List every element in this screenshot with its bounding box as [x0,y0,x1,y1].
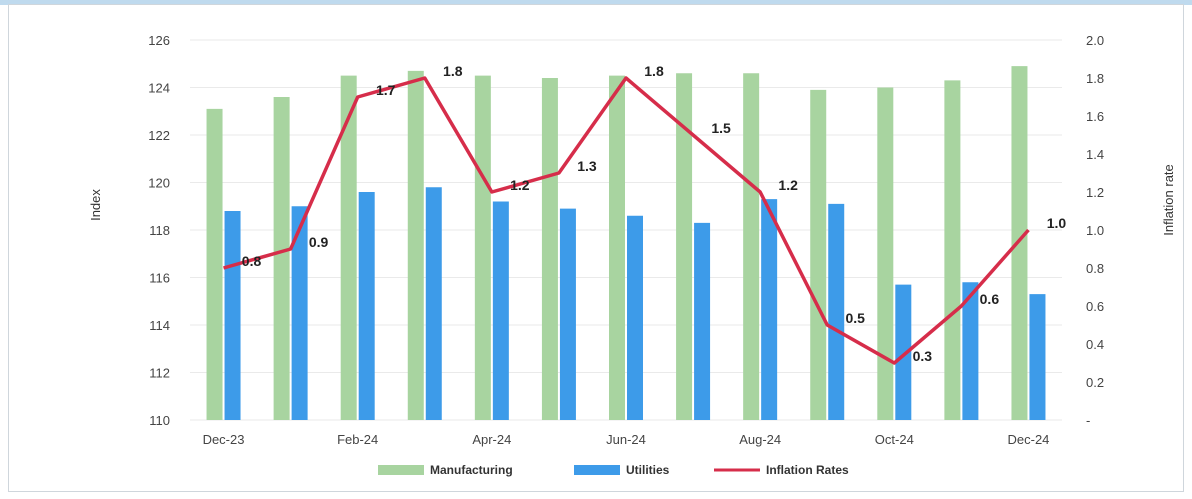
utilities-bar [761,199,778,420]
x-tick-label: Oct-24 [875,432,914,447]
inflation-data-label: 1.3 [577,158,597,174]
inflation-data-label: 1.8 [644,63,664,79]
y-tick-label: 116 [149,271,170,286]
manufacturing-bar [206,108,223,420]
utilities-bar [962,282,979,420]
y2-axis-title: Inflation rate [1161,164,1176,236]
line-series [223,76,1030,365]
x-tick-label: Apr-24 [472,432,511,447]
x-axis-ticks: Dec-23 Feb-24 Apr-24 Jun-24 Aug-24 Oct-24 Dec-… [203,432,1050,447]
y2-tick-label: 1.0 [1086,223,1104,238]
utilities-bar [895,284,912,420]
utilities-bar [358,192,375,420]
y2-tick-label: 1.2 [1086,185,1104,200]
utilities-bar [224,211,241,420]
utilities-bar [828,203,845,420]
manufacturing-bar [877,87,894,420]
utilities-bar [559,208,576,420]
utilities-bar [627,215,643,420]
y-tick-label: 114 [149,318,170,333]
manufacturing-legend-swatch [378,465,424,475]
x-tick-label: Feb-24 [337,432,378,447]
x-tick-label: Dec-23 [203,432,245,447]
manufacturing-bar [541,78,558,420]
manufacturing-bar [407,70,424,420]
y2-tick-label: 2.0 [1086,33,1104,48]
manufacturing-legend-label: Manufacturing [430,463,513,477]
y-tick-label: 118 [149,223,170,238]
y2-tick-label: 0.4 [1086,337,1104,352]
legend: Manufacturing Utilities Inflation Rates [378,463,849,477]
inflation-data-label: 0.9 [309,234,329,250]
inflation-rates-legend-label: Inflation Rates [766,463,849,477]
gridlines [190,39,1062,421]
utilities-bar [1029,294,1046,420]
inflation-data-label: 0.3 [913,348,933,364]
manufacturing-bar [340,75,357,420]
manufacturing-bar [810,89,827,420]
utilities-legend-swatch [574,465,620,475]
inflation-data-label: 1.7 [376,82,396,98]
top-strip [0,0,1192,5]
x-tick-label: Dec-24 [1008,432,1050,447]
x-tick-label: Aug-24 [739,432,781,447]
inflation-data-label: 0.8 [242,253,262,269]
y-tick-label: 110 [149,413,170,428]
y-tick-label: 122 [148,128,170,143]
bar-series [206,66,1046,420]
inflation-data-label: 1.0 [1047,215,1067,231]
utilities-bar [694,222,711,420]
manufacturing-bar [1011,66,1028,420]
y2-tick-label: 1.6 [1086,109,1104,124]
y2-tick-label: 0.8 [1086,261,1104,276]
y2-tick-label: - [1086,413,1090,428]
y-tick-label: 124 [148,81,170,96]
manufacturing-bar [609,75,625,420]
y-axis-title: Index [88,189,103,221]
inflation-data-label: 1.2 [778,177,798,193]
inflation-data-label: 1.8 [443,63,463,79]
manufacturing-bar [743,73,760,420]
y2-tick-label: 0.6 [1086,299,1104,314]
utilities-bar [291,206,308,420]
inflation-data-label: 1.2 [510,177,530,193]
inflation-data-label: 0.5 [845,310,865,326]
manufacturing-bar [944,80,961,420]
y2-tick-label: 1.8 [1086,71,1104,86]
inflation-data-label: 1.5 [711,120,731,136]
y-tick-label: 112 [149,366,170,381]
manufacturing-bar [676,73,693,420]
y-tick-label: 120 [148,176,170,191]
manufacturing-bar [273,97,290,420]
utilities-legend-label: Utilities [626,463,670,477]
utilities-bar [425,187,442,420]
y2-tick-label: 1.4 [1086,147,1104,162]
y2-tick-label: 0.2 [1086,375,1104,390]
x-tick-label: Jun-24 [606,432,646,447]
inflation-rates-line [223,76,1030,365]
utilities-bar [492,201,509,420]
chart-frame [8,4,1184,492]
data-labels: 0.8 0.9 1.7 1.8 1.2 1.3 1.8 1.5 1.2 0.5 0.3 0.6 1.0 [242,63,1067,364]
right-axis-ticks: - 0.2 0.4 0.6 0.8 1.0 1.2 1.4 1.6 1.8 2.0 [1086,33,1104,428]
y-tick-label: 126 [148,33,170,48]
left-axis-ticks: 110 112 114 116 118 120 122 124 126 [148,33,170,428]
inflation-data-label: 0.6 [980,291,1000,307]
manufacturing-bar [474,75,491,420]
